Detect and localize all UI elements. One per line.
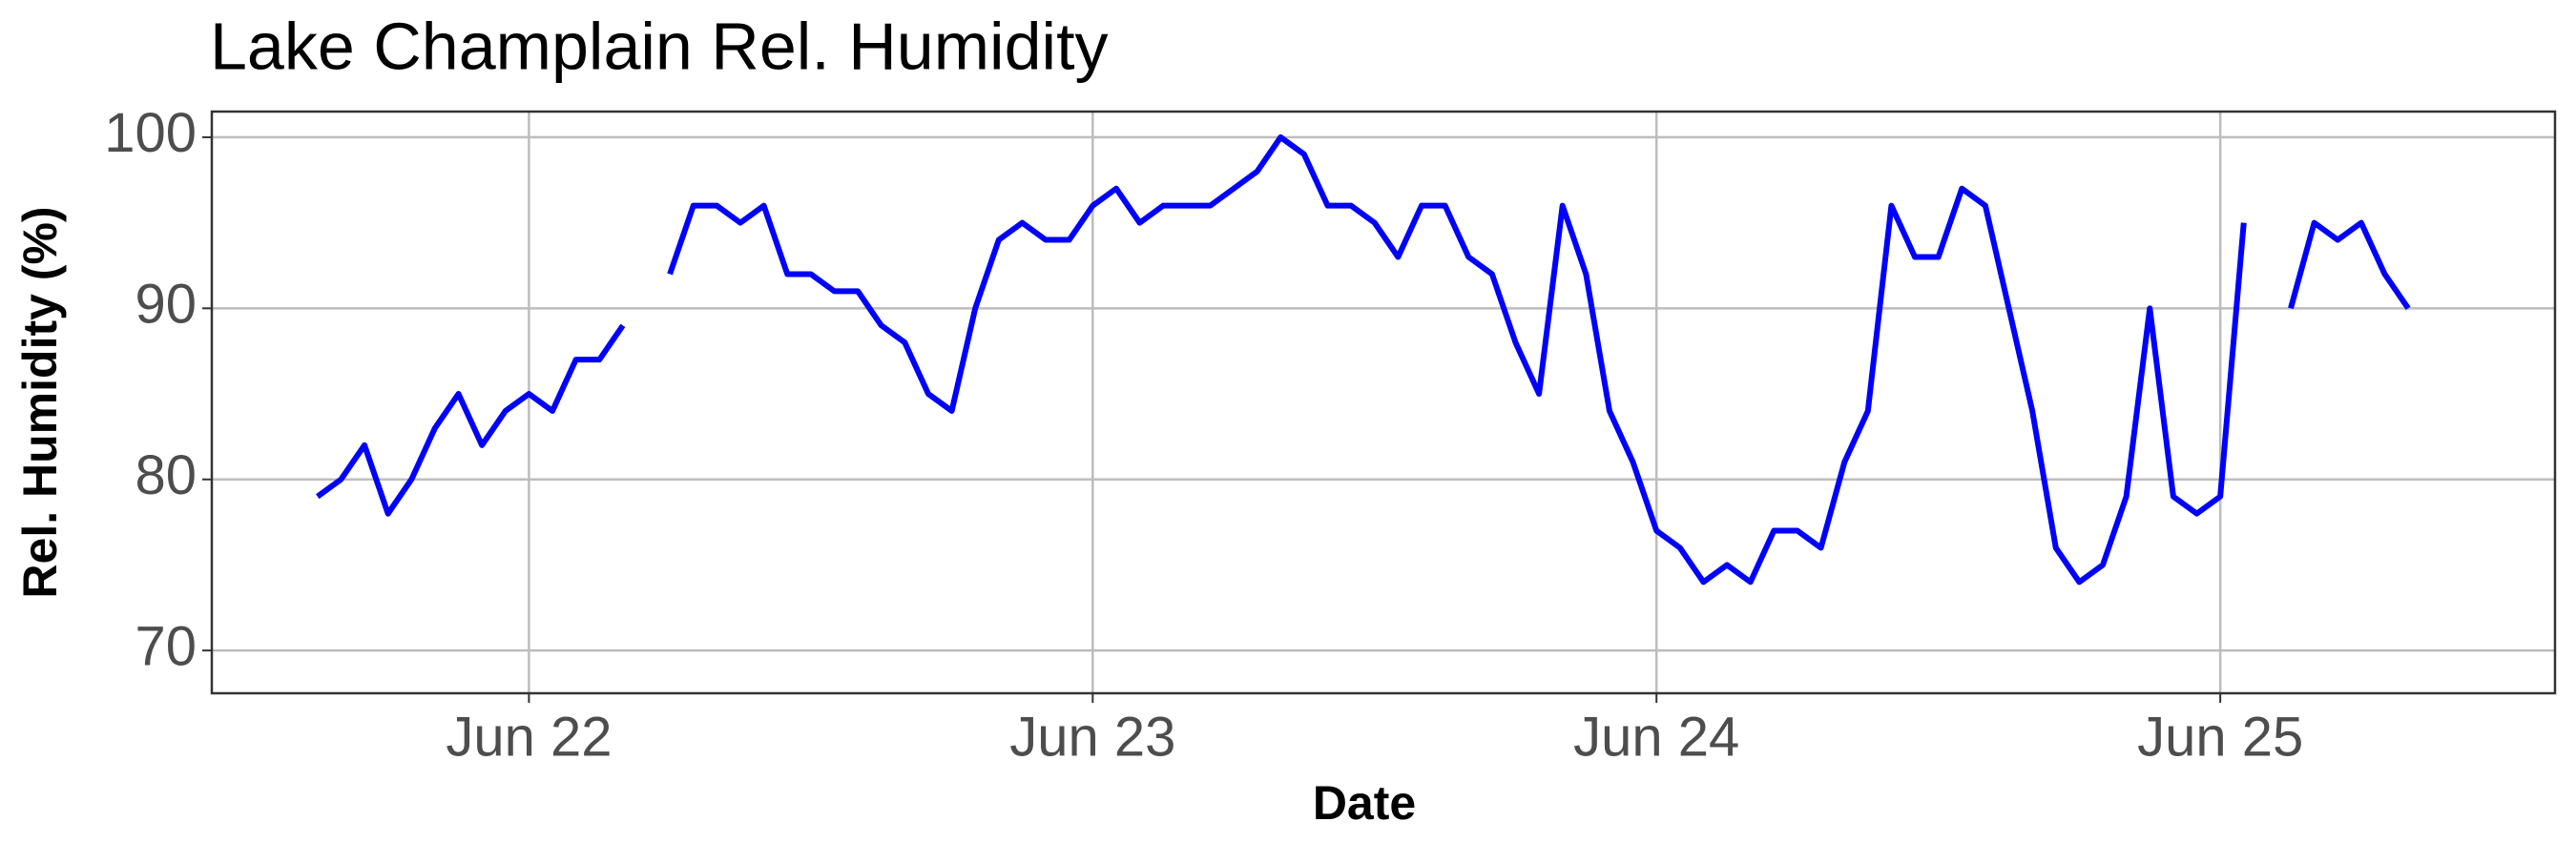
chart-title: Lake Champlain Rel. Humidity [210, 9, 1109, 83]
x-tick-label: Jun 25 [2137, 706, 2303, 768]
x-tick-label: Jun 24 [1573, 706, 1739, 768]
humidity-line [316, 134, 2411, 586]
y-tick-label: 100 [104, 102, 197, 164]
y-tick-label: 90 [135, 274, 197, 336]
y-tick-label: 70 [135, 615, 197, 677]
plot-border [210, 110, 2557, 695]
x-tick-label: Jun 23 [1009, 706, 1175, 768]
y-axis-title: Rel. Humidity (%) [13, 206, 67, 598]
x-axis-title: Date [1313, 776, 1416, 830]
x-tick-label: Jun 22 [446, 706, 612, 768]
y-tick-label: 80 [135, 444, 197, 506]
plot-background [212, 112, 2555, 693]
